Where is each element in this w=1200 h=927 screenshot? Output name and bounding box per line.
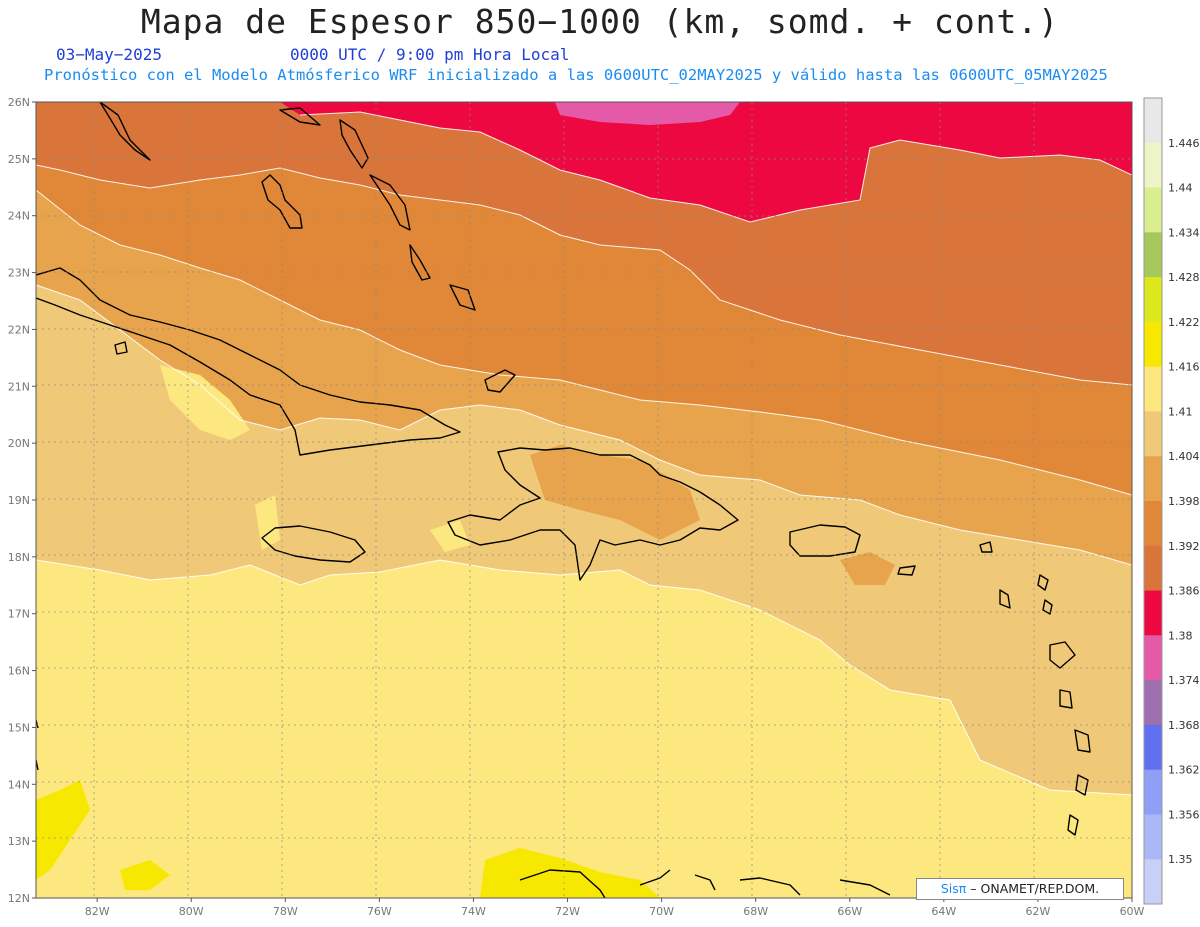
credit-box: Sisπ – ONAMET/REP.DOM.	[916, 878, 1124, 900]
lon-label: 74W	[461, 905, 486, 918]
colorbar-swatch	[1144, 142, 1162, 189]
lon-label: 66W	[837, 905, 862, 918]
field-1398-pr	[840, 552, 895, 585]
lat-label: 22N	[8, 323, 30, 336]
lat-label: 20N	[8, 437, 30, 450]
map-title: Mapa de Espesor 850−1000 (km, somd. + co…	[140, 2, 1060, 41]
colorbar-swatch	[1144, 635, 1162, 681]
field-1380	[280, 102, 1132, 222]
coast-puerto-rico	[789, 524, 861, 557]
forecast-time: 0000 UTC / 9:00 pm Hora Local	[290, 45, 570, 64]
lat-label: 15N	[8, 721, 30, 734]
lat-label: 17N	[8, 608, 30, 621]
colorbar-swatch	[1144, 590, 1162, 636]
colorbar-swatch	[1144, 411, 1162, 457]
lat-label: 16N	[8, 665, 30, 678]
lat-label: 26N	[8, 96, 30, 109]
coast-bahamas-andros	[261, 174, 303, 229]
coast-bahamas-abaco	[339, 119, 369, 169]
coast-hispaniola	[447, 447, 739, 581]
lat-label: 12N	[8, 892, 30, 905]
coast-bahamas-inagua	[484, 369, 516, 393]
model-subtitle: Pronóstico con el Modelo Atmósferico WRF…	[44, 66, 1108, 84]
field-1416-sw	[120, 860, 170, 890]
lat-label: 25N	[8, 153, 30, 166]
colorbar-swatch	[1144, 187, 1162, 233]
lat-label: 24N	[8, 210, 30, 223]
colorbar-swatch	[1144, 321, 1162, 368]
colorbar-label: 1.38	[1168, 629, 1193, 642]
colorbar-swatch	[1144, 724, 1162, 771]
colorbar-label: 1.422	[1168, 316, 1200, 329]
lon-label: 70W	[649, 905, 674, 918]
coast-cuba	[36, 267, 461, 456]
field-1410-cuba	[160, 365, 250, 440]
colorbar-swatch	[1144, 680, 1162, 726]
lon-label: 60W	[1120, 905, 1145, 918]
lat-label: 14N	[8, 778, 30, 791]
longitude-labels: 82W 80W 78W 76W 74W 72W 70W 68W 66W 64W 62W 60W	[85, 898, 1145, 918]
lon-label: 72W	[555, 905, 580, 918]
colorbar-swatch	[1144, 98, 1162, 144]
coast-south-america	[519, 869, 606, 898]
credit-sis: Sisπ	[940, 881, 967, 896]
colorbar-swatch	[1144, 277, 1162, 323]
colorbar-label: 1.434	[1168, 226, 1200, 239]
lat-label: 19N	[8, 494, 30, 507]
lon-label: 68W	[743, 905, 768, 918]
colorbar-label: 1.404	[1168, 450, 1200, 463]
lat-label: 21N	[8, 380, 30, 393]
lon-label: 82W	[85, 905, 110, 918]
colorbar-swatch	[1144, 456, 1162, 502]
forecast-date: 03−May−2025	[56, 45, 162, 64]
lon-label: 76W	[367, 905, 392, 918]
field-1410-hisp	[430, 520, 470, 552]
lon-label: 78W	[273, 905, 298, 918]
colorbar-label: 1.41	[1168, 405, 1193, 418]
colorbar-label: 1.392	[1168, 540, 1200, 553]
colorbar-label: 1.356	[1168, 808, 1200, 821]
latitude-labels: 26N 25N 24N 23N 22N 21N 20N 19N 18N 17N 16N 15N 14N 1…	[8, 96, 36, 905]
coast-bahamas-long	[409, 244, 431, 281]
coast-florida	[99, 102, 151, 161]
colorbar-label: 1.362	[1168, 764, 1200, 777]
field-1416-west	[36, 780, 90, 880]
coast-bahamas-eleuthera	[369, 174, 411, 231]
lat-label: 18N	[8, 551, 30, 564]
coast-bahamas-acklins	[449, 284, 476, 311]
colorbar-label: 1.386	[1168, 585, 1200, 598]
colorbar-swatch	[1144, 769, 1162, 815]
colorbar-swatch	[1144, 501, 1162, 547]
colorbar: 1.446 1.44 1.434 1.428 1.422 1.416 1.41 1.404 1.…	[1143, 97, 1200, 905]
colorbar-label: 1.416	[1168, 361, 1200, 374]
colorbar-swatch	[1144, 859, 1162, 905]
lon-label: 80W	[179, 905, 204, 918]
lon-label: 64W	[931, 905, 956, 918]
credit-org: – ONAMET/REP.DOM.	[970, 881, 1100, 896]
coast-isle-youth	[114, 341, 128, 355]
colorbar-swatch	[1144, 366, 1162, 412]
colorbar-label: 1.428	[1168, 271, 1200, 284]
lon-label: 62W	[1025, 905, 1050, 918]
colorbar-label: 1.446	[1168, 137, 1200, 150]
colorbar-frame	[1143, 97, 1163, 905]
colorbar-label: 1.368	[1168, 719, 1200, 732]
colorbar-label: 1.44	[1168, 182, 1193, 195]
colorbar-swatch	[1144, 545, 1162, 592]
colorbar-label: 1.398	[1168, 495, 1200, 508]
colorbar-swatch	[1144, 814, 1162, 860]
colorbar-label: 1.35	[1168, 853, 1193, 866]
field-1416-south	[480, 848, 660, 898]
coast-bahamas-grand	[279, 107, 321, 126]
field-1410-jam	[255, 495, 280, 550]
lat-label: 13N	[8, 835, 30, 848]
field-1374	[555, 102, 740, 125]
coast-jamaica	[261, 525, 366, 563]
colorbar-swatch	[1144, 232, 1162, 278]
lat-label: 23N	[8, 267, 30, 280]
colorbar-label: 1.374	[1168, 674, 1200, 687]
